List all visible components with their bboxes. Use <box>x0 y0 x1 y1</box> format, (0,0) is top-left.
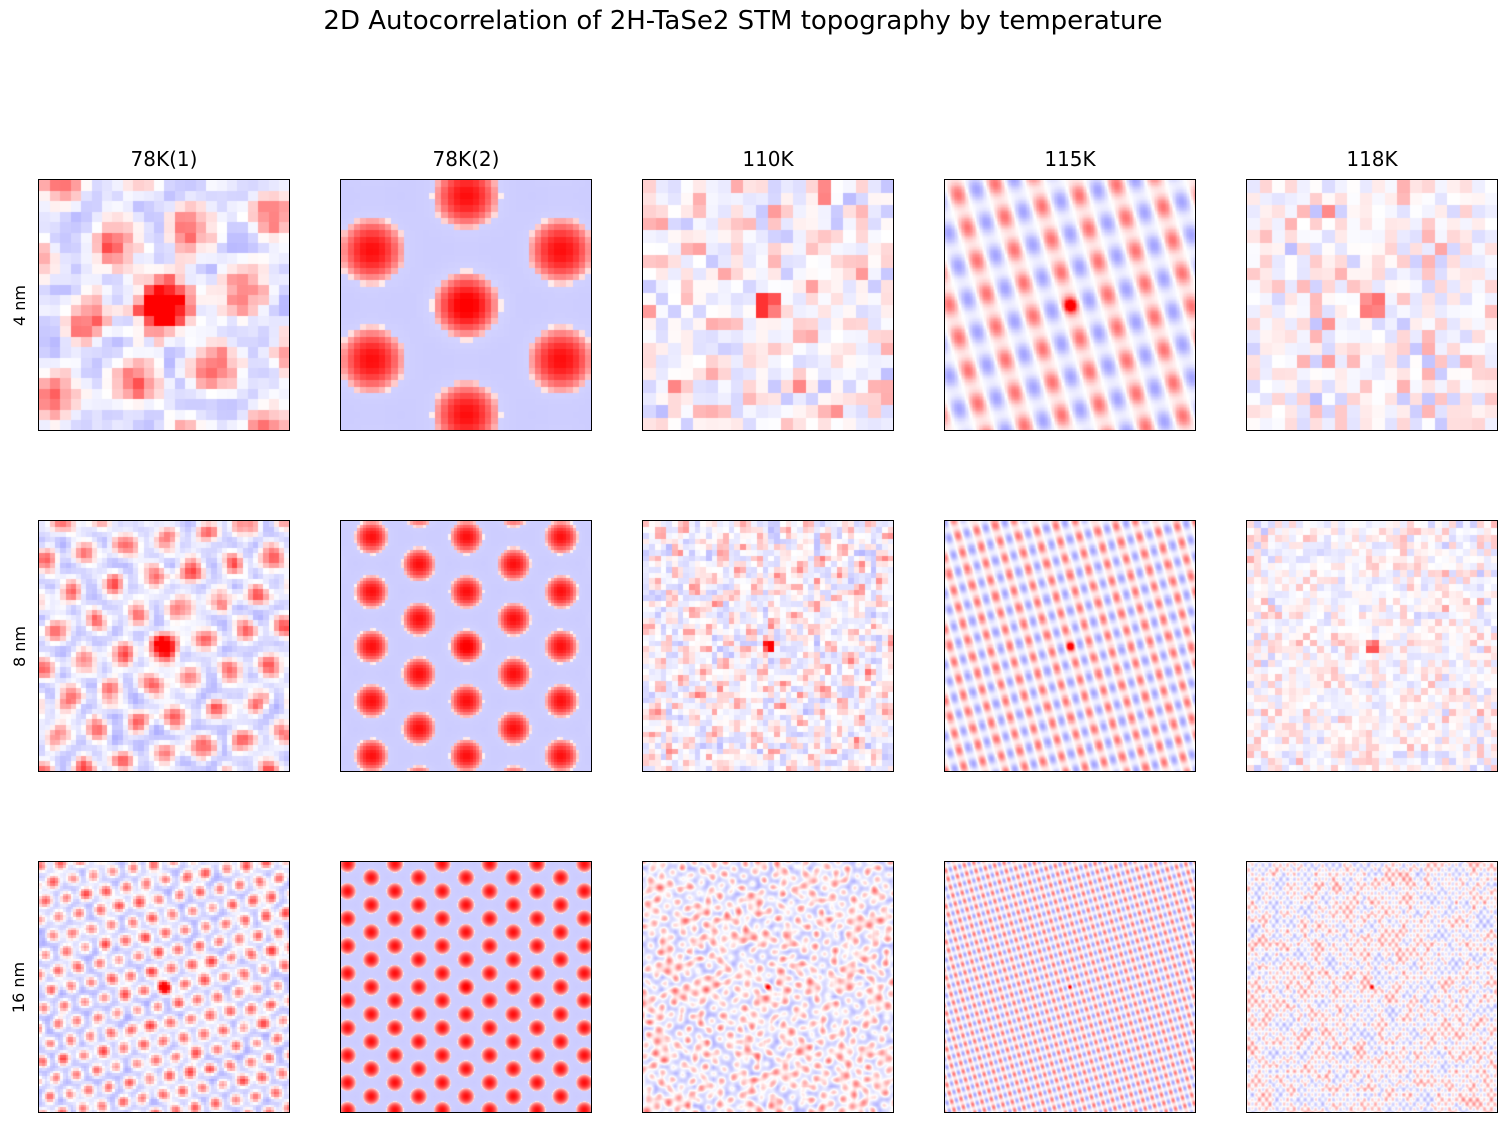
heatmap-panel <box>944 861 1196 1113</box>
heatmap-panel <box>1246 861 1498 1113</box>
column-label: 110K <box>742 147 794 171</box>
heatmap-panel <box>340 861 592 1113</box>
autocorrelation-map <box>643 862 893 1112</box>
column-label: 78K(2) <box>432 147 500 171</box>
column-label: 115K <box>1044 147 1096 171</box>
autocorrelation-map <box>39 521 289 771</box>
row-label: 16 nm <box>9 961 29 1013</box>
heatmap-panel <box>340 520 592 772</box>
column-label: 118K <box>1346 147 1398 171</box>
autocorrelation-map <box>341 862 591 1112</box>
heatmap-panel <box>340 179 592 431</box>
autocorrelation-map <box>945 862 1195 1112</box>
autocorrelation-map <box>341 521 591 771</box>
heatmap-panel <box>38 179 290 431</box>
heatmap-panel <box>642 520 894 772</box>
row-label: 8 nm <box>9 625 29 667</box>
autocorrelation-map <box>39 862 289 1112</box>
row-label: 4 nm <box>9 284 29 326</box>
autocorrelation-map <box>945 521 1195 771</box>
autocorrelation-map <box>945 180 1195 430</box>
autocorrelation-map <box>1247 180 1497 430</box>
autocorrelation-map <box>341 180 591 430</box>
heatmap-panel <box>1246 520 1498 772</box>
heatmap-panel <box>38 520 290 772</box>
autocorrelation-map <box>1247 862 1497 1112</box>
heatmap-panel <box>944 179 1196 431</box>
heatmap-panel <box>642 179 894 431</box>
column-label: 78K(1) <box>130 147 198 171</box>
autocorrelation-map <box>1247 521 1497 771</box>
autocorrelation-map <box>39 180 289 430</box>
heatmap-panel <box>1246 179 1498 431</box>
heatmap-panel <box>944 520 1196 772</box>
heatmap-panel <box>38 861 290 1113</box>
autocorrelation-map <box>643 521 893 771</box>
heatmap-panel <box>642 861 894 1113</box>
autocorrelation-map <box>643 180 893 430</box>
chart-title: 2D Autocorrelation of 2H-TaSe2 STM topog… <box>323 6 1163 36</box>
